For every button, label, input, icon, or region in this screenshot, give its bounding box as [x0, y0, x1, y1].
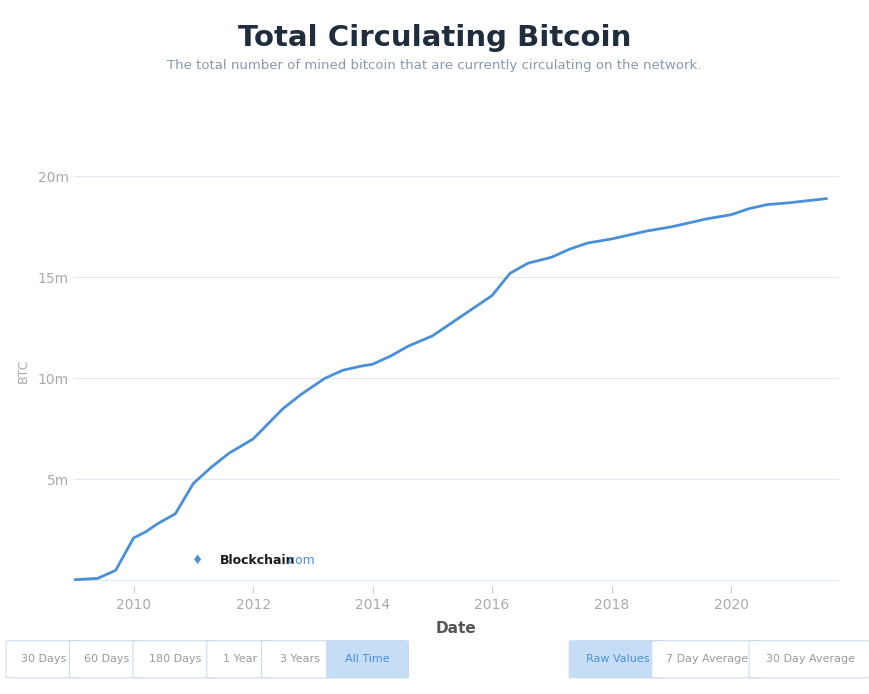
Text: 180 Days: 180 Days	[149, 654, 202, 664]
Text: The total number of mined bitcoin that are currently circulating on the network.: The total number of mined bitcoin that a…	[168, 59, 701, 72]
Text: 30 Day Average: 30 Day Average	[766, 654, 855, 664]
Text: .com: .com	[285, 554, 315, 567]
FancyBboxPatch shape	[569, 641, 666, 678]
FancyBboxPatch shape	[327, 641, 408, 678]
Text: Blockchain: Blockchain	[220, 554, 295, 567]
Text: All Time: All Time	[345, 654, 390, 664]
FancyBboxPatch shape	[749, 641, 869, 678]
FancyBboxPatch shape	[6, 641, 81, 678]
Text: ♦: ♦	[192, 554, 203, 567]
Text: 60 Days: 60 Days	[84, 654, 129, 664]
Text: 7 Day Average: 7 Day Average	[667, 654, 748, 664]
FancyBboxPatch shape	[207, 641, 273, 678]
FancyBboxPatch shape	[133, 641, 218, 678]
Text: 30 Days: 30 Days	[21, 654, 66, 664]
Y-axis label: BTC: BTC	[17, 359, 30, 384]
Text: Total Circulating Bitcoin: Total Circulating Bitcoin	[238, 24, 631, 52]
Text: 1 Year: 1 Year	[222, 654, 257, 664]
FancyBboxPatch shape	[262, 641, 338, 678]
FancyBboxPatch shape	[70, 641, 144, 678]
FancyBboxPatch shape	[652, 641, 763, 678]
Text: Raw Values: Raw Values	[586, 654, 649, 664]
Text: 3 Years: 3 Years	[280, 654, 320, 664]
X-axis label: Date: Date	[436, 620, 476, 636]
